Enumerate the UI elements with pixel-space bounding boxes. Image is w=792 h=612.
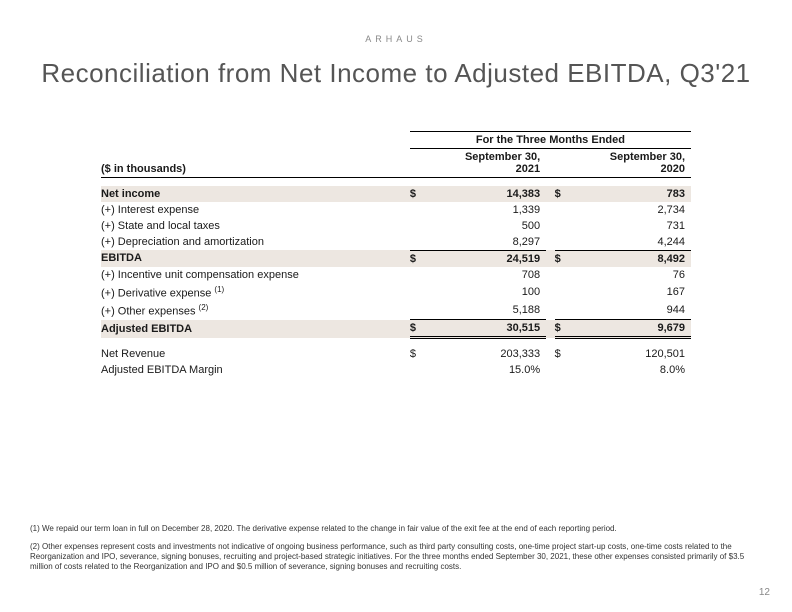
row-derivative: (+) Derivative expense (1) 100 167: [101, 283, 691, 302]
row-margin: Adjusted EBITDA Margin 15.0% 8.0%: [101, 362, 691, 378]
footnote-1: (1) We repaid our term loan in full on D…: [30, 524, 762, 534]
page-number: 12: [759, 587, 770, 598]
row-incentive: (+) Incentive unit compensation expense …: [101, 267, 691, 283]
units-label: ($ in thousands): [101, 149, 410, 178]
row-adj-ebitda: Adjusted EBITDA $30,515 $9,679: [101, 320, 691, 338]
footnote-2: (2) Other expenses represent costs and i…: [30, 542, 762, 572]
row-interest: (+) Interest expense 1,339 2,734: [101, 202, 691, 218]
col1-year: 2021: [429, 163, 546, 178]
page-title: Reconciliation from Net Income to Adjust…: [0, 58, 792, 89]
row-da: (+) Depreciation and amortization 8,297 …: [101, 234, 691, 251]
col2-year: 2020: [574, 163, 691, 178]
row-other: (+) Other expenses (2) 5,188 944: [101, 301, 691, 320]
row-ebitda: EBITDA $24,519 $8,492: [101, 250, 691, 267]
brand-label: ARHAUS: [0, 0, 792, 44]
col2-date: September 30,: [574, 149, 691, 164]
row-net-revenue: Net Revenue $203,333 $120,501: [101, 346, 691, 362]
row-state-tax: (+) State and local taxes 500 731: [101, 218, 691, 234]
row-net-income: Net income $14,383 $783: [101, 186, 691, 202]
ebitda-table: For the Three Months Ended ($ in thousan…: [101, 131, 691, 378]
footnotes: (1) We repaid our term loan in full on D…: [30, 524, 762, 580]
col1-date: September 30,: [429, 149, 546, 164]
period-header: For the Three Months Ended: [410, 132, 691, 149]
